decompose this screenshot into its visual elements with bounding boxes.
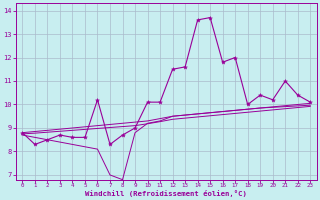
X-axis label: Windchill (Refroidissement éolien,°C): Windchill (Refroidissement éolien,°C) <box>85 190 247 197</box>
